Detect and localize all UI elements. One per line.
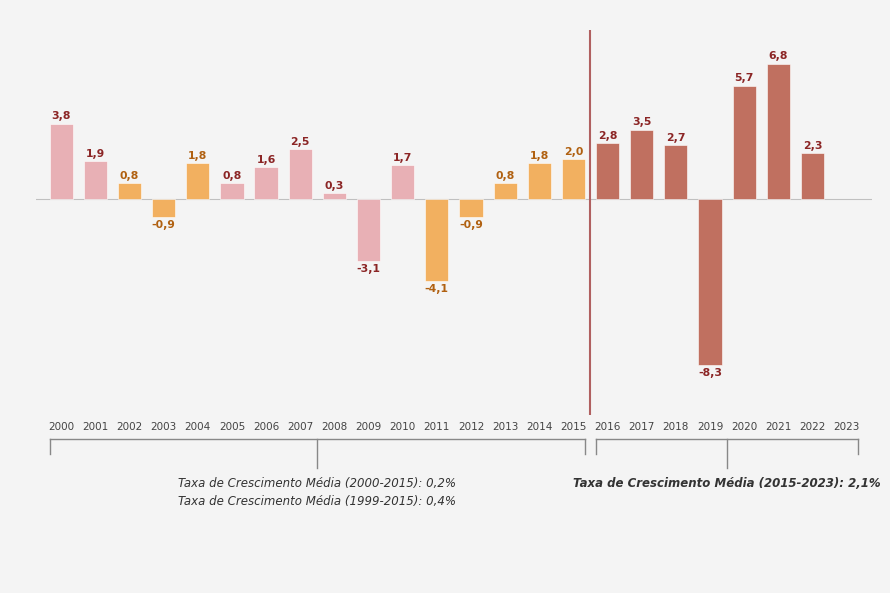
Bar xyxy=(50,123,73,199)
Text: 0,8: 0,8 xyxy=(120,171,139,181)
Bar xyxy=(630,129,653,199)
Bar xyxy=(84,161,107,199)
Text: 2,7: 2,7 xyxy=(666,133,685,143)
Text: 3,8: 3,8 xyxy=(52,111,71,121)
Text: 0,8: 0,8 xyxy=(496,171,514,181)
Bar xyxy=(152,199,175,218)
Bar xyxy=(221,183,244,199)
Text: 0,8: 0,8 xyxy=(222,171,241,181)
Text: Taxa de Crescimento Média (2015-2023): 2,1%: Taxa de Crescimento Média (2015-2023): 2… xyxy=(573,477,881,490)
Bar xyxy=(459,199,482,218)
Bar xyxy=(255,167,278,199)
Text: -3,1: -3,1 xyxy=(357,264,381,274)
Text: -0,9: -0,9 xyxy=(459,220,483,230)
Bar xyxy=(425,199,449,281)
Bar xyxy=(288,149,312,199)
Bar xyxy=(494,183,517,199)
Text: 3,5: 3,5 xyxy=(632,117,651,127)
Text: 5,7: 5,7 xyxy=(734,73,754,83)
Text: 2,3: 2,3 xyxy=(803,141,822,151)
Text: -4,1: -4,1 xyxy=(425,284,449,294)
Bar xyxy=(357,199,380,262)
Text: -0,9: -0,9 xyxy=(151,220,175,230)
Text: 1,8: 1,8 xyxy=(530,151,549,161)
Text: Taxa de Crescimento Média (2000-2015): 0,2%
Taxa de Crescimento Média (1999-2015: Taxa de Crescimento Média (2000-2015): 0… xyxy=(178,477,457,508)
Text: 1,9: 1,9 xyxy=(85,149,105,159)
Bar xyxy=(323,193,346,199)
Text: -8,3: -8,3 xyxy=(698,368,722,378)
Text: 2,8: 2,8 xyxy=(598,131,618,141)
Text: 1,6: 1,6 xyxy=(256,155,276,165)
Text: 2,0: 2,0 xyxy=(563,147,583,157)
Bar xyxy=(186,164,209,199)
Bar xyxy=(699,199,722,365)
Bar xyxy=(596,144,619,199)
Bar xyxy=(391,165,414,199)
Bar xyxy=(528,164,551,199)
Bar xyxy=(732,85,756,199)
Text: 2,5: 2,5 xyxy=(290,137,310,147)
Text: 1,7: 1,7 xyxy=(393,153,412,163)
Bar xyxy=(117,183,142,199)
Text: 6,8: 6,8 xyxy=(769,51,788,61)
Bar xyxy=(766,63,790,199)
Bar xyxy=(562,160,585,199)
Bar xyxy=(664,145,687,199)
Text: 1,8: 1,8 xyxy=(188,151,207,161)
Text: 0,3: 0,3 xyxy=(325,181,344,191)
Bar xyxy=(801,154,824,199)
